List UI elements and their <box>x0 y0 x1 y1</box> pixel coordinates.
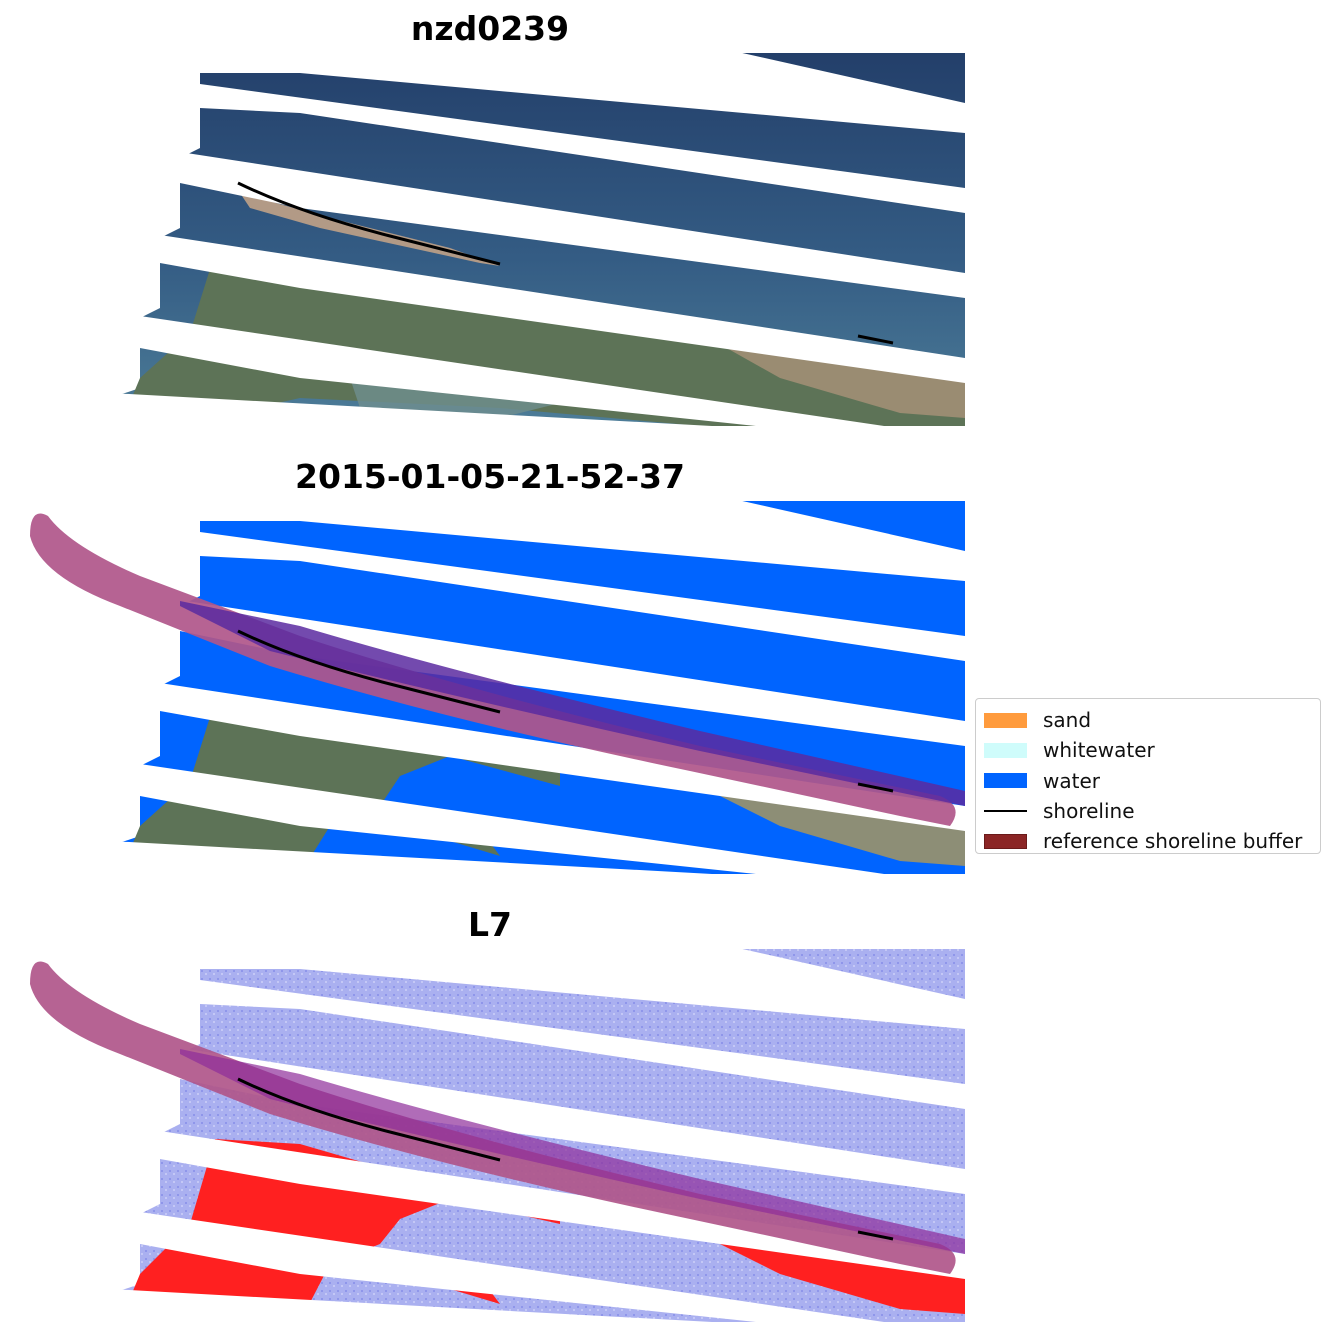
panel-title-rgb: nzd0239 <box>0 12 980 45</box>
index-image-panel <box>0 944 980 1324</box>
legend-item-shoreline: shoreline <box>976 796 1320 826</box>
legend-label: whitewater <box>1043 738 1155 762</box>
whitewater-swatch <box>984 743 1027 758</box>
legend-item-whitewater: whitewater <box>976 735 1320 765</box>
legend-label: water <box>1043 769 1100 793</box>
water-swatch <box>984 773 1027 788</box>
legend-item-sand: sand <box>976 705 1320 735</box>
buffer-swatch <box>984 834 1027 849</box>
legend-label: sand <box>1043 708 1091 732</box>
sand-swatch <box>984 713 1027 728</box>
shoreline-swatch <box>984 810 1027 812</box>
rgb-image-panel <box>0 48 980 428</box>
legend-item-water: water <box>976 766 1320 796</box>
panel-title-date: 2015-01-05-21-52-37 <box>0 460 980 493</box>
classified-image-panel <box>0 496 980 876</box>
legend-label: reference shoreline buffer <box>1043 829 1302 853</box>
panel-title-sensor: L7 <box>0 908 980 941</box>
legend: sand whitewater water shoreline referenc… <box>975 698 1321 854</box>
legend-item-buffer: reference shoreline buffer <box>976 826 1320 856</box>
legend-label: shoreline <box>1043 799 1135 823</box>
